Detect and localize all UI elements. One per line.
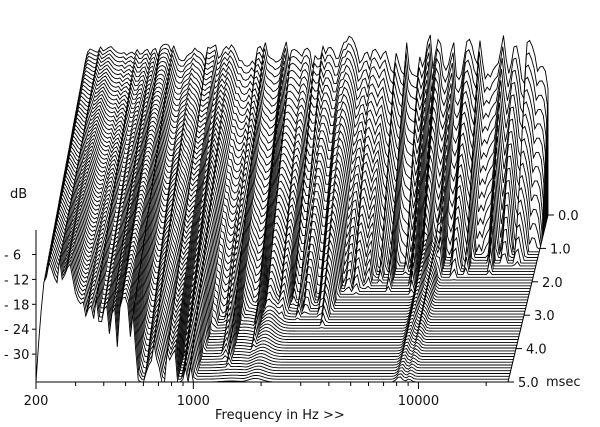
slice-line-43 (46, 201, 519, 338)
slice-line-6 (72, 67, 545, 233)
slice-line-53 (39, 237, 513, 366)
slice-line-57 (36, 252, 510, 378)
axes: - 6 - 12 - 18 - 24 - 30 200 1000 10000 0.0 1.0 2.0… (4, 209, 579, 409)
y-tick-label-2: - 18 (4, 298, 29, 313)
y-tick-label-0: - 6 (4, 249, 21, 264)
z-tick-label-3: 3.0 (534, 309, 555, 324)
slice-fill-59 (36, 259, 508, 382)
slice-line-36 (51, 176, 524, 318)
slice-line-49 (42, 223, 515, 355)
slice-line-46 (44, 212, 517, 346)
slice-line-34 (52, 169, 525, 313)
slice-line-35 (52, 172, 525, 315)
z-axis-line (507, 214, 549, 383)
slice-line-11 (68, 85, 541, 247)
slice-line-54 (39, 241, 512, 369)
x-tick-label-2: 10000 (398, 394, 439, 409)
slice-line-9 (70, 78, 543, 241)
y-tick-label-4: - 30 (4, 348, 29, 363)
slice-line-39 (49, 187, 522, 326)
slice-line-33 (53, 165, 526, 309)
slice-line-50 (41, 226, 515, 358)
slice-line-2 (75, 50, 548, 221)
slice-line-41 (48, 194, 521, 332)
slice-line-10 (69, 81, 542, 244)
x-axis-label: Frequency in Hz >> (215, 408, 345, 423)
slice-line-7 (71, 70, 544, 235)
waterfall-slices (35, 34, 549, 383)
slice-line-52 (40, 234, 513, 363)
slice-line-48 (43, 219, 516, 352)
slice-line-56 (37, 248, 510, 375)
slice-line-38 (50, 183, 523, 324)
z-tick-label-1: 1.0 (550, 242, 571, 257)
slice-line-30 (55, 154, 528, 301)
labels: dB Frequency in Hz >> msec (10, 187, 581, 423)
slice-line-4 (73, 60, 546, 227)
slice-line-55 (38, 244, 511, 372)
slice-line-47 (43, 216, 517, 349)
slice-line-8 (70, 74, 544, 238)
y-tick-label-3: - 24 (4, 323, 29, 338)
z-tick-label-5: 5.0 (518, 376, 539, 391)
slice-line-32 (54, 162, 527, 307)
slice-line-45 (45, 208, 518, 343)
slice-line-1 (75, 42, 548, 218)
z-tick-label-0: 0.0 (558, 209, 579, 224)
x-tick-label-1: 1000 (177, 394, 210, 409)
z-axis-unit-label: msec (546, 375, 581, 390)
slice-line-37 (50, 180, 523, 321)
slice-line-51 (41, 230, 514, 361)
slice-line-58 (36, 255, 509, 381)
z-tick-label-4: 4.0 (526, 343, 547, 358)
slice-line-42 (47, 198, 520, 335)
z-tick-label-2: 2.0 (542, 276, 563, 291)
y-tick-label-1: - 12 (4, 273, 29, 288)
slice-line-31 (55, 158, 527, 304)
y-axis-label: dB (10, 187, 27, 202)
x-tick-label-0: 200 (24, 394, 49, 409)
slice-line-40 (48, 190, 521, 329)
slice-line-3 (74, 56, 547, 224)
slice-line-5 (73, 63, 546, 230)
slice-line-0 (76, 34, 549, 216)
slice-line-44 (45, 205, 519, 340)
